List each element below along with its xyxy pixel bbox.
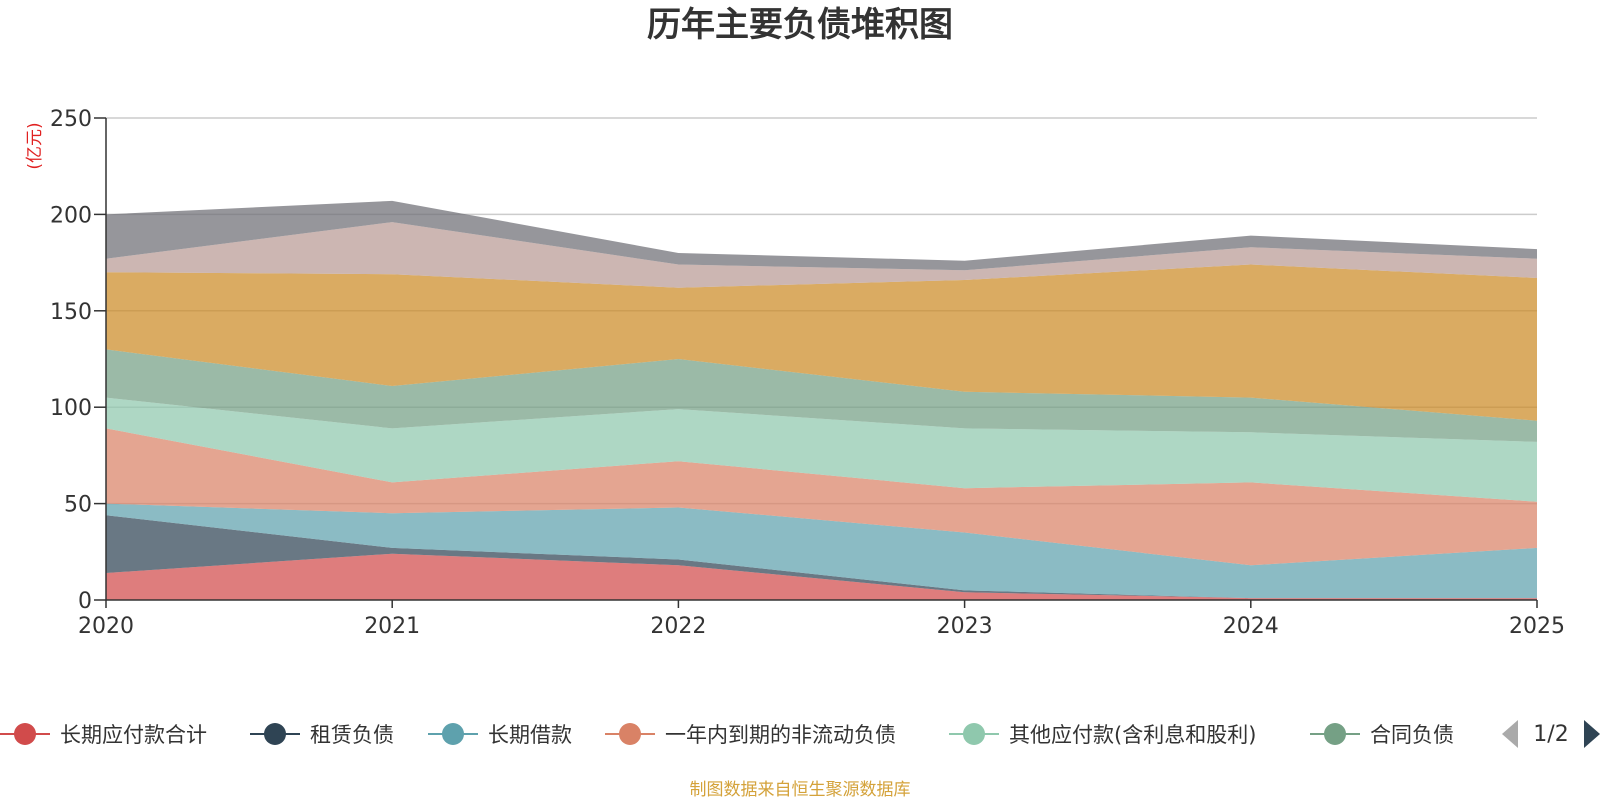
legend-next-icon[interactable] [1584,720,1600,748]
legend-marker[interactable] [963,723,985,745]
area-series-1[interactable] [106,553,1537,600]
legend-label[interactable]: 一年内到期的非流动负债 [665,723,896,747]
area-series-4[interactable] [106,428,1537,566]
y-tick-label: 50 [64,493,92,518]
legend-label[interactable]: 长期应付款合计 [60,723,207,747]
y-tick-label: 0 [78,589,92,614]
legend-marker[interactable] [1324,723,1346,745]
legend-label[interactable]: 合同负债 [1370,723,1454,747]
x-axis-ticks: 2020 2021 2022 2023 2024 2025 [78,600,1565,639]
axes [105,118,1537,601]
y-axis-unit: (亿元) [25,122,45,169]
area-series-3[interactable] [106,503,1537,599]
legend-label[interactable]: 租赁负债 [310,723,394,747]
x-tick-label: 2025 [1509,614,1565,639]
data-source-note: 制图数据来自恒生聚源数据库 [690,780,911,800]
legend-label[interactable]: 其他应付款(含利息和股利) [1009,723,1256,747]
legend-prev-icon[interactable] [1502,720,1518,748]
x-tick-label: 2024 [1223,614,1279,639]
area-series-7[interactable] [106,264,1537,421]
y-tick-label: 200 [50,203,92,228]
legend-label[interactable]: 长期借款 [488,723,572,747]
y-tick-label: 100 [50,396,92,421]
legend-page-indicator: 1/2 [1533,722,1568,747]
area-series-6[interactable] [106,349,1537,442]
legend-marker[interactable] [442,723,464,745]
x-tick-label: 2020 [78,614,134,639]
legend-marker[interactable] [14,723,36,745]
y-tick-label: 250 [50,107,92,132]
legend: 长期应付款合计 租赁负债 长期借款 一年内到期的非流动负债 其他应付款(含利息和股利) 合… [0,723,1454,747]
x-tick-label: 2023 [937,614,993,639]
area-series-8[interactable] [106,222,1537,288]
legend-marker[interactable] [619,723,641,745]
x-tick-label: 2022 [650,614,706,639]
chart-title: 历年主要负债堆积图 [647,5,953,45]
area-series-9[interactable] [106,200,1537,271]
y-axis-ticks: 0 50 100 150 200 250 [50,107,106,614]
x-tick-label: 2021 [364,614,420,639]
legend-marker[interactable] [264,723,286,745]
y-tick-label: 150 [50,300,92,325]
area-series-layer [106,200,1537,600]
legend-pager: 1/2 [1502,720,1600,748]
area-series-5[interactable] [106,397,1537,502]
